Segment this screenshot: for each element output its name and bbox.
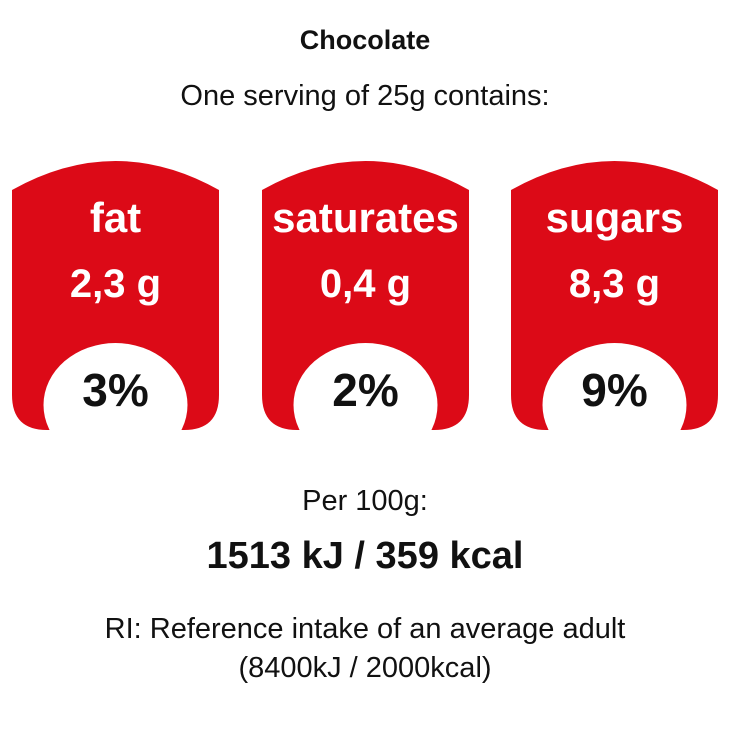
nutrient-percent: 9% bbox=[581, 364, 648, 416]
badge-shape bbox=[511, 161, 718, 430]
serving-info: One serving of 25g contains: bbox=[180, 80, 550, 112]
nutrient-name: saturates bbox=[272, 194, 459, 241]
product-title: Chocolate bbox=[299, 25, 431, 55]
nutrient-amount: 0,4 g bbox=[319, 262, 412, 306]
nutrient-name: fat bbox=[89, 194, 142, 241]
nutrient-badge-saturates: saturates 0,4 g 2% bbox=[262, 150, 469, 430]
nutrient-amount: 2,3 g bbox=[69, 262, 162, 306]
nutrient-percent: 3% bbox=[82, 364, 149, 416]
reference-intake-note: RI: Reference intake of an average adult bbox=[104, 613, 626, 645]
reference-intake-values: (8400kJ / 2000kcal) bbox=[238, 652, 492, 684]
per-100g-label: Per 100g: bbox=[302, 485, 428, 517]
energy-value: 1513 kJ / 359 kcal bbox=[206, 535, 524, 577]
nutrient-amount: 8,3 g bbox=[568, 262, 661, 306]
nutrient-badge-fat: fat 2,3 g 3% bbox=[12, 150, 219, 430]
nutrient-percent: 2% bbox=[332, 364, 399, 416]
nutrient-badge-sugars: sugars 8,3 g 9% bbox=[511, 150, 718, 430]
nutrient-name: sugars bbox=[545, 194, 684, 241]
badge-shape bbox=[12, 161, 219, 430]
badge-shape bbox=[262, 161, 469, 430]
